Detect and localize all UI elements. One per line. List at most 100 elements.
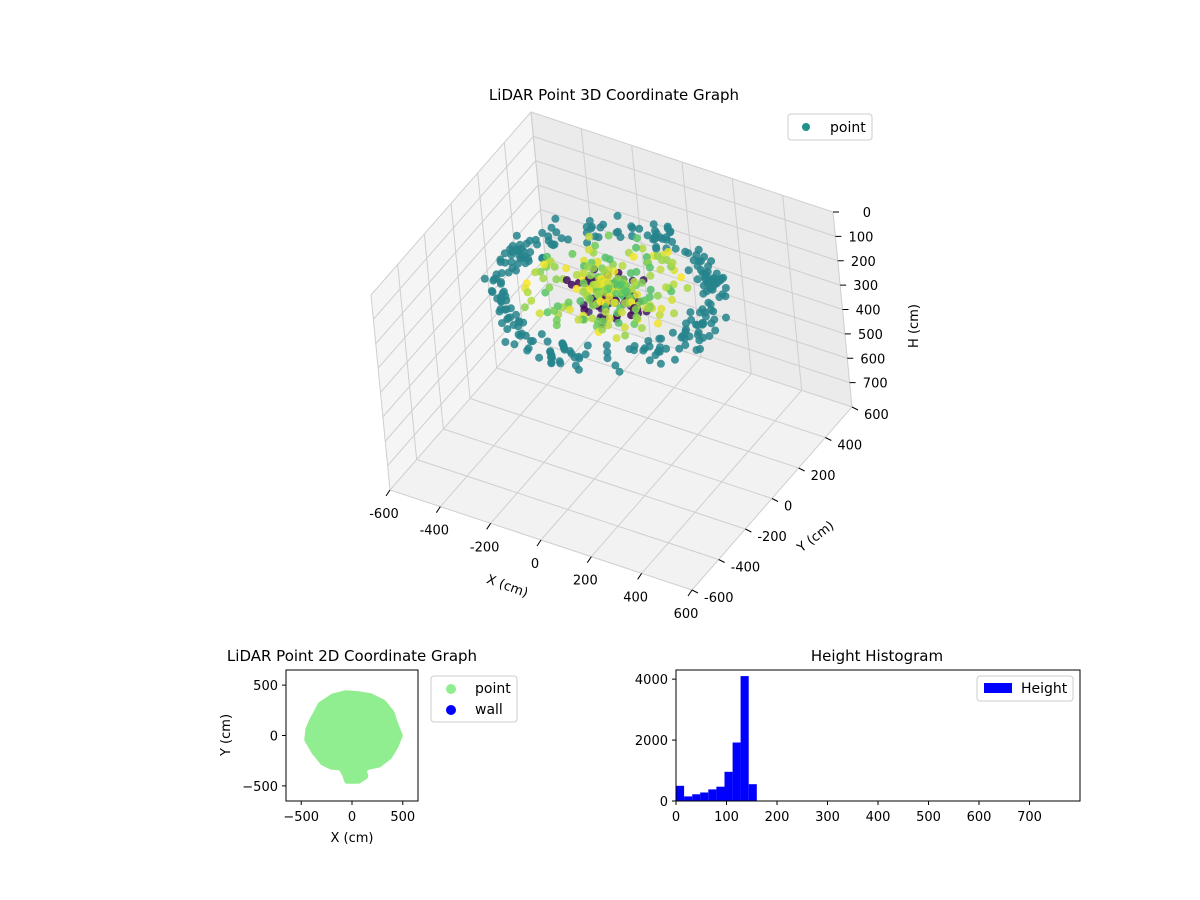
x-tick-label: -200 [470,540,500,555]
data-point [715,293,724,302]
data-point [543,337,552,346]
data-point [520,303,529,312]
data-point [586,271,595,280]
y-tick [825,437,832,441]
data-point [603,354,612,363]
data-point [556,359,565,368]
data-point [675,344,684,353]
chart-3d-title: LiDAR Point 3D Coordinate Graph [489,86,739,104]
data-point [568,249,577,258]
chart-2d: LiDAR Point 2D Coordinate Graph −500 0 500… [219,647,518,846]
data-point [540,260,548,269]
chart-3d-xlabel: X (cm) [484,572,530,601]
y-tick-label: 4000 [635,673,668,688]
data-point [509,321,518,329]
data-point [525,236,534,245]
data-point [722,313,730,322]
data-point [572,284,581,293]
data-point [639,346,648,355]
y-tick-label: 0 [660,795,668,810]
data-point [564,298,573,307]
data-point [682,319,690,328]
data-point [695,257,703,266]
data-point [701,312,710,321]
h-tick-label: 100 [849,230,874,245]
data-point [549,241,558,250]
chart-3d-ylabel: Y (cm) [794,519,837,557]
x-tick-label: 200 [573,574,598,589]
data-point [531,235,540,244]
data-point [656,359,665,368]
data-point [638,244,647,253]
gridline-h [370,111,834,296]
data-point [601,308,610,316]
x-tick [486,523,492,530]
data-point [579,287,588,296]
y-tick-label: -200 [757,530,787,545]
gridline-y [423,233,746,530]
data-point [507,258,516,266]
data-point [576,297,585,306]
x-tick [586,556,592,563]
legend-label-point: point [830,120,866,136]
data-point [523,346,532,355]
data-point [658,234,667,243]
x-tick-label: 0 [348,810,356,825]
data-point [681,247,690,256]
data-point [684,266,693,275]
x-tick [536,539,542,547]
chart-2d-xlabel: X (cm) [331,831,374,846]
data-point [705,332,714,340]
data-point [618,261,627,270]
histogram-bar [724,771,733,801]
data-point [671,244,680,253]
x-tick-label: 600 [674,607,699,622]
data-point [656,265,665,274]
data-point [562,276,571,285]
data-point [594,233,603,242]
data-point [611,361,620,370]
data-point [650,235,659,244]
data-point [627,298,636,307]
gridline-h [372,135,836,320]
data-point [523,288,532,297]
data-point [711,326,720,335]
x-tick-label: 0 [531,557,539,572]
x-tick-label: 300 [815,810,840,825]
gridline-h [377,184,841,369]
data-point [621,331,630,340]
data-point [560,345,569,354]
data-point [537,330,546,339]
data-point [579,279,588,288]
data-point [664,248,673,256]
h-tick-label: 600 [860,352,885,367]
y-tick-label: 600 [864,408,889,423]
data-point [698,319,707,327]
chart-2d-title: LiDAR Point 2D Coordinate Graph [227,647,477,665]
x-tick [385,489,391,497]
data-point [632,243,640,252]
data-point [633,234,641,243]
data-point [611,289,620,298]
histogram-bar [708,789,717,801]
x-tick [687,589,693,597]
h-tick-label: 200 [851,255,876,270]
data-point [644,304,653,313]
histogram-bar [684,796,693,801]
data-point [682,325,690,334]
data-point [613,211,622,220]
chart-2d-ylabel: Y (cm) [219,714,234,757]
data-point [696,266,705,274]
data-point [605,292,614,301]
data-point [495,307,504,316]
data-point [670,309,678,318]
data-point [615,367,624,376]
data-point [657,304,666,313]
gridline-y [450,203,773,499]
data-point [583,341,592,350]
chart-2d-legend: point wall [430,675,518,723]
data-point [637,297,646,306]
data-point [620,323,629,332]
data-point [516,254,525,263]
x-tick [435,506,441,513]
